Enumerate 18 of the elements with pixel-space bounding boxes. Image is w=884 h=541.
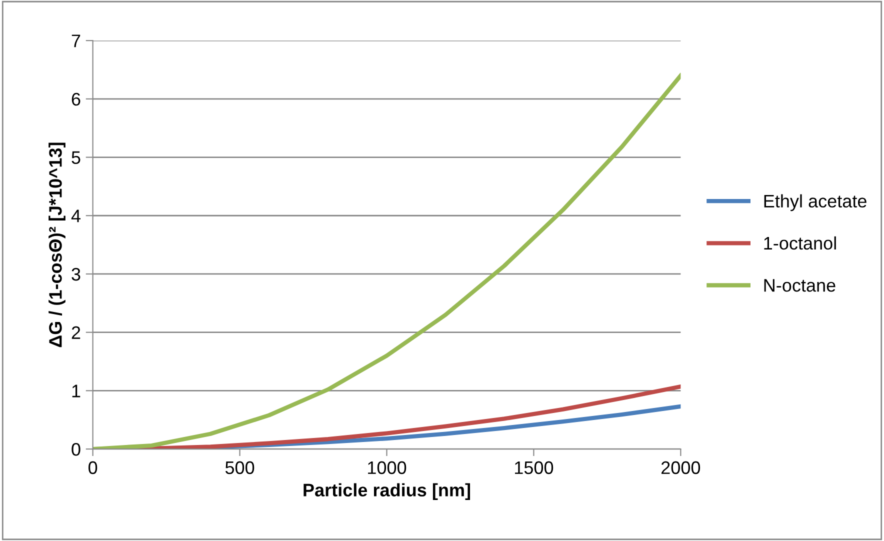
y-tick-label: 1 — [72, 384, 80, 398]
x-tick-label: 2000 — [662, 461, 700, 474]
x-tick-label: 1500 — [515, 461, 554, 474]
y-tick-label: 4 — [71, 210, 80, 222]
x-tick-label: 500 — [225, 461, 254, 474]
y-tick-label: 6 — [72, 92, 80, 106]
y-tick-label: 7 — [72, 34, 80, 48]
y-axis-title: ΔG / (1-cosΘ)² [J*10^13] — [48, 142, 66, 348]
x-tick-label: 0 — [88, 461, 98, 474]
legend-label: N-octane — [764, 279, 836, 292]
legend-label: 1-octanol — [764, 236, 836, 250]
y-tick-label: 3 — [72, 268, 80, 281]
legend-label: Ethyl acetate — [764, 194, 866, 212]
y-tick-label: 0 — [72, 442, 80, 456]
y-tick-label: 5 — [72, 151, 80, 164]
x-axis-title: Particle radius [nm] — [304, 483, 470, 500]
x-tick-label: 1000 — [368, 461, 406, 474]
y-tick-label: 2 — [72, 326, 80, 339]
